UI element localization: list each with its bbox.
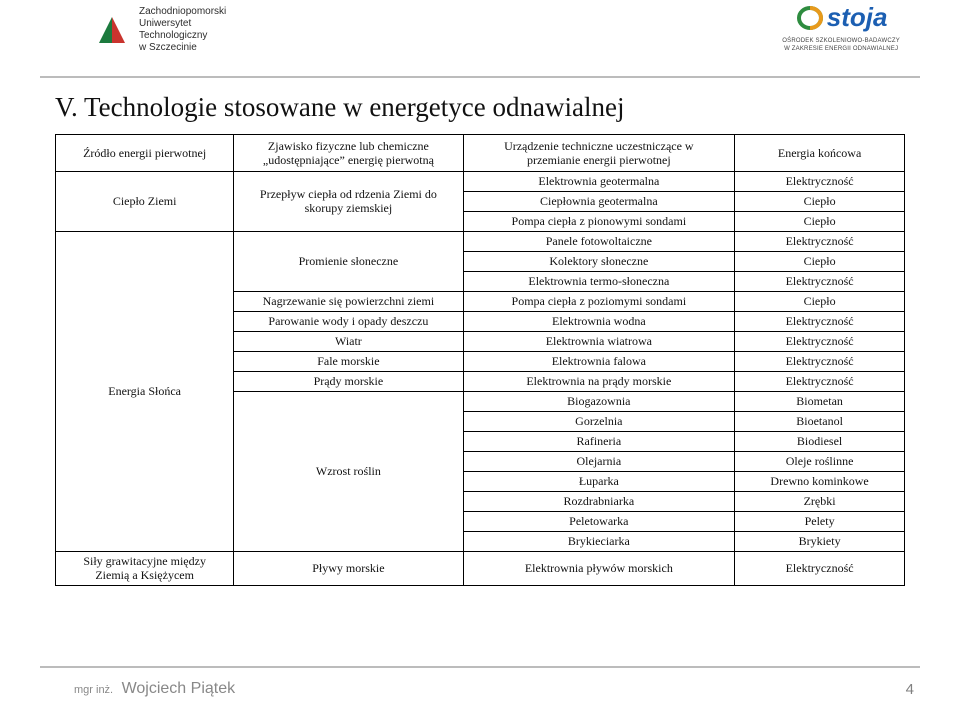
table-row: Energia Słońca Promienie słoneczne Panel… <box>56 232 905 252</box>
uni-line: Uniwersytet <box>139 18 191 29</box>
cell-output: Brykiety <box>735 532 905 552</box>
cell-output: Pelety <box>735 512 905 532</box>
technologies-table-wrap: Źródło energii pierwotnej Zjawisko fizyc… <box>55 134 905 586</box>
cell-device: Gorzelnia <box>463 412 735 432</box>
uni-line: w Szczecinie <box>139 42 197 53</box>
cell-phenomenon: Nagrzewanie się powierzchni ziemi <box>234 292 463 312</box>
author-name: mgr inż. Wojciech Piątek <box>74 680 235 698</box>
cell-phenomenon: Wzrost roślin <box>234 392 463 552</box>
cell-device: Elektrownia wodna <box>463 312 735 332</box>
ostoja-logo-mark: stoja <box>795 2 888 33</box>
cell-output: Ciepło <box>735 292 905 312</box>
cell-device: Elektrownia na prądy morskie <box>463 372 735 392</box>
cell-phenomenon: Wiatr <box>234 332 463 352</box>
cell-output: Zrębki <box>735 492 905 512</box>
cell-output: Elektryczność <box>735 372 905 392</box>
table-header-row: Źródło energii pierwotnej Zjawisko fizyc… <box>56 135 905 172</box>
cell-output: Elektryczność <box>735 352 905 372</box>
ostoja-logo: stoja OŚRODEK SZKOLENIOWO-BADAWCZY W ZAK… <box>782 2 900 52</box>
cell-device: Kolektory słoneczne <box>463 252 735 272</box>
technologies-table: Źródło energii pierwotnej Zjawisko fizyc… <box>55 134 905 586</box>
cell-device: Elektrownia geotermalna <box>463 172 735 192</box>
cell-phenomenon: Fale morskie <box>234 352 463 372</box>
cell-device: Ciepłownia geotermalna <box>463 192 735 212</box>
cell-device: Biogazownia <box>463 392 735 412</box>
slide: Zachodniopomorski Uniwersytet Technologi… <box>0 0 960 720</box>
header-rule <box>40 76 920 78</box>
page-number: 4 <box>906 681 914 698</box>
cell-device: Olejarnia <box>463 452 735 472</box>
cell-device: Elektrownia termo-słoneczna <box>463 272 735 292</box>
cell-device: Panele fotowoltaiczne <box>463 232 735 252</box>
cell-device: Rafineria <box>463 432 735 452</box>
uni-line: Zachodniopomorski <box>139 6 226 17</box>
cell-output: Elektryczność <box>735 272 905 292</box>
cell-output: Biometan <box>735 392 905 412</box>
cell-device: Elektrownia wiatrowa <box>463 332 735 352</box>
ostoja-brand-rest: stoja <box>827 2 888 33</box>
table-row: Siły grawitacyjne między Ziemią a Księży… <box>56 552 905 586</box>
col-device: Urządzenie techniczne uczestniczące w pr… <box>463 135 735 172</box>
cell-output: Oleje roślinne <box>735 452 905 472</box>
cell-output: Elektryczność <box>735 232 905 252</box>
cell-output: Biodiesel <box>735 432 905 452</box>
uni-logo: Zachodniopomorski Uniwersytet Technologi… <box>95 6 226 54</box>
cell-output: Ciepło <box>735 192 905 212</box>
col-phenomenon: Zjawisko fizyczne lub chemiczne „udostęp… <box>234 135 463 172</box>
cell-device: Brykieciarka <box>463 532 735 552</box>
cell-source: Ciepło Ziemi <box>56 172 234 232</box>
cell-output: Ciepło <box>735 252 905 272</box>
cell-device: Elektrownia falowa <box>463 352 735 372</box>
cell-device: Rozdrabniarka <box>463 492 735 512</box>
cell-phenomenon: Parowanie wody i opady deszczu <box>234 312 463 332</box>
author-fullname: Wojciech Piątek <box>122 680 236 697</box>
cell-phenomenon: Pływy morskie <box>234 552 463 586</box>
cell-phenomenon: Promienie słoneczne <box>234 232 463 292</box>
cell-output: Bioetanol <box>735 412 905 432</box>
col-source: Źródło energii pierwotnej <box>56 135 234 172</box>
cell-output: Elektryczność <box>735 332 905 352</box>
ostoja-sub-1: OŚRODEK SZKOLENIOWO-BADAWCZY <box>782 38 900 44</box>
cell-source: Siły grawitacyjne między Ziemią a Księży… <box>56 552 234 586</box>
cell-output: Elektryczność <box>735 312 905 332</box>
cell-source: Energia Słońca <box>56 232 234 552</box>
cell-device: Pompa ciepła z pionowymi sondami <box>463 212 735 232</box>
cell-device: Peletowarka <box>463 512 735 532</box>
cell-output: Elektryczność <box>735 172 905 192</box>
cell-output: Drewno kominkowe <box>735 472 905 492</box>
table-row: Ciepło Ziemi Przepływ ciepła od rdzenia … <box>56 172 905 192</box>
ostoja-sub-2: W ZAKRESIE ENERGII ODNAWIALNEJ <box>782 46 900 52</box>
footer-rule <box>40 666 920 668</box>
header: Zachodniopomorski Uniwersytet Technologi… <box>0 0 960 78</box>
col-output: Energia końcowa <box>735 135 905 172</box>
cell-phenomenon: Prądy morskie <box>234 372 463 392</box>
uni-logo-mark <box>95 13 129 47</box>
cell-device: Łuparka <box>463 472 735 492</box>
cell-device: Elektrownia pływów morskich <box>463 552 735 586</box>
uni-line: Technologiczny <box>139 30 207 41</box>
author-prefix: mgr inż. <box>74 684 113 696</box>
cell-output: Elektryczność <box>735 552 905 586</box>
cell-phenomenon: Przepływ ciepła od rdzenia Ziemi do skor… <box>234 172 463 232</box>
uni-logo-text: Zachodniopomorski Uniwersytet Technologi… <box>139 6 226 54</box>
cell-device: Pompa ciepła z poziomymi sondami <box>463 292 735 312</box>
page-title: V. Technologie stosowane w energetyce od… <box>55 92 624 123</box>
cell-output: Ciepło <box>735 212 905 232</box>
